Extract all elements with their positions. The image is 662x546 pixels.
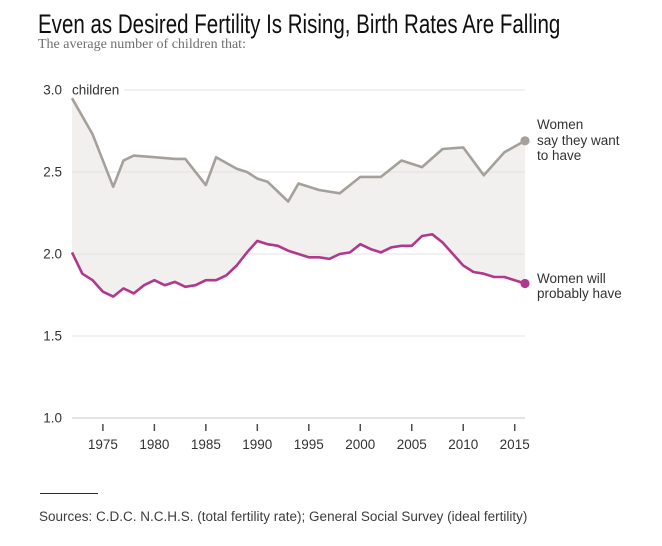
tfr-line — [70, 233, 526, 298]
annotation-women-say-they-want: Women say they want to have — [537, 117, 620, 163]
y-tick-label: 2.0 — [43, 247, 62, 262]
x-tick-label: 1985 — [191, 437, 221, 452]
y-tick-label: 2.5 — [43, 165, 62, 180]
x-tick-label: 2010 — [448, 437, 478, 452]
annotation-women-will-probably-have: Women will probably have — [537, 270, 622, 302]
x-tick-label: 1995 — [294, 437, 324, 452]
between-lines-band — [72, 98, 525, 297]
x-tick-label: 2005 — [397, 437, 427, 452]
y-axis-unit-label: children — [72, 83, 119, 98]
x-tick-label: 1980 — [139, 437, 169, 452]
chart-title: Even as Desired Fertility Is Rising, Bir… — [38, 9, 561, 39]
x-tick-label: 1990 — [242, 437, 272, 452]
x-tick-label: 2015 — [500, 437, 530, 452]
ideal-endpoint-dot — [520, 136, 530, 146]
tfr-endpoint-dot — [520, 278, 530, 289]
ideal-line — [70, 97, 526, 203]
x-tick-label: 2000 — [345, 437, 375, 452]
y-tick-label: 3.0 — [43, 83, 62, 98]
source-note: Sources: C.D.C. N.C.H.S. (total fertilit… — [39, 509, 528, 524]
y-tick-label: 1.0 — [43, 411, 62, 426]
y-tick-label: 1.5 — [43, 329, 62, 344]
x-tick-label: 1975 — [88, 437, 118, 452]
chart-subtitle: The average number of children that: — [38, 37, 246, 52]
footer-divider — [40, 493, 98, 494]
